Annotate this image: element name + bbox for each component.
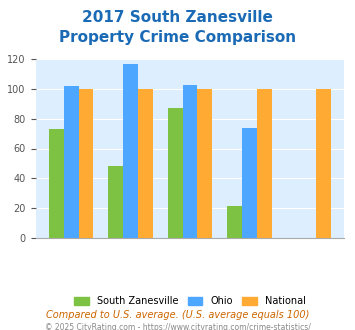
Bar <box>197 89 212 238</box>
Bar <box>78 89 93 238</box>
Text: © 2025 CityRating.com - https://www.cityrating.com/crime-statistics/: © 2025 CityRating.com - https://www.city… <box>45 323 310 330</box>
Bar <box>123 64 138 238</box>
Text: Property Crime Comparison: Property Crime Comparison <box>59 30 296 45</box>
Bar <box>257 89 272 238</box>
Bar <box>168 109 182 238</box>
Bar <box>182 85 197 238</box>
Text: 2017 South Zanesville: 2017 South Zanesville <box>82 10 273 25</box>
Bar <box>49 129 64 238</box>
Bar <box>64 86 78 238</box>
Bar <box>242 128 257 238</box>
Bar <box>138 89 153 238</box>
Legend: South Zanesville, Ohio, National: South Zanesville, Ohio, National <box>70 292 310 310</box>
Text: Compared to U.S. average. (U.S. average equals 100): Compared to U.S. average. (U.S. average … <box>46 310 309 320</box>
Bar <box>316 89 331 238</box>
Bar <box>108 166 123 238</box>
Bar <box>227 207 242 238</box>
